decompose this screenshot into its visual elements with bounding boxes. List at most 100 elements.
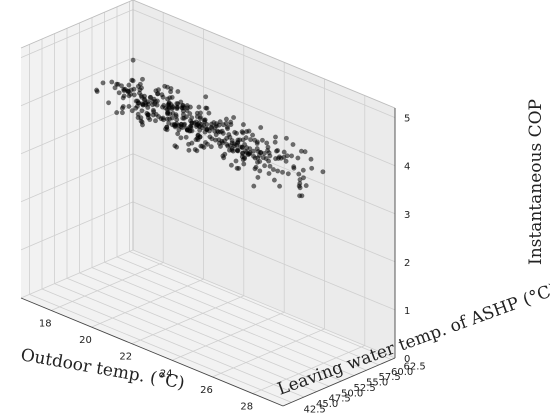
- x-tick-label: 20: [79, 335, 92, 346]
- scatter-point: [265, 148, 271, 153]
- scatter-point: [209, 136, 215, 142]
- scatter-point: [289, 153, 295, 159]
- scatter-point: [202, 117, 208, 123]
- scatter-point: [266, 158, 272, 164]
- scatter-point: [191, 120, 197, 126]
- scatter-point: [199, 143, 205, 149]
- scatter-point: [227, 143, 233, 148]
- scatter-point: [144, 110, 150, 116]
- scatter-point: [139, 101, 145, 107]
- scatter-point: [183, 134, 189, 140]
- scatter-point: [277, 183, 283, 189]
- scatter-point: [173, 113, 179, 119]
- scatter-point: [229, 147, 235, 153]
- gridline-y-floor: [116, 256, 380, 366]
- scatter-point: [174, 105, 180, 110]
- y-axis-line: [282, 357, 396, 407]
- scatter-point: [150, 98, 155, 104]
- scatter-point: [140, 76, 145, 82]
- scatter-point: [302, 149, 308, 155]
- gridline-x-floor: [212, 328, 325, 378]
- scatter-point: [227, 134, 233, 140]
- scatter-point: [192, 147, 198, 152]
- scatter-point: [303, 183, 309, 189]
- scatter-point: [240, 122, 246, 128]
- scatter-point: [129, 108, 135, 114]
- gridline-z-back: [132, 249, 396, 359]
- scatter-point: [187, 128, 193, 134]
- scatter-point: [216, 122, 222, 128]
- left-top-edge: [20, 0, 134, 49]
- scatter-point: [138, 118, 144, 124]
- scatter-point: [206, 110, 212, 116]
- gridline-y-floor: [29, 294, 292, 403]
- y-tick-label: 57.5: [379, 372, 401, 383]
- scatter-point: [232, 143, 237, 149]
- scatter-point: [134, 103, 140, 109]
- scatter-point: [291, 165, 297, 171]
- gridline-y-floor: [91, 267, 355, 376]
- scatter-point: [208, 144, 214, 150]
- scatter-point: [239, 129, 245, 135]
- scatter-point: [252, 166, 258, 172]
- scatter-point: [125, 89, 131, 95]
- gridline-z-left: [20, 153, 134, 203]
- axis-panes: [21, 0, 395, 406]
- z-tick-label: 0: [404, 354, 410, 365]
- scatter-point: [203, 94, 209, 100]
- scatter-point: [231, 115, 237, 120]
- scatter-point: [116, 90, 122, 96]
- scatter-point: [209, 125, 215, 131]
- scatter-point: [220, 153, 226, 159]
- scatter-point: [170, 110, 176, 116]
- scatter-point: [320, 169, 326, 175]
- gridline-y-floor: [54, 283, 317, 392]
- scatter-point: [224, 124, 230, 130]
- scatter-point: [258, 149, 264, 155]
- y-tick-label: 55.0: [366, 378, 388, 389]
- gridline-z-left: [20, 105, 134, 155]
- scatter-point: [241, 161, 247, 167]
- scatter-point: [218, 143, 223, 149]
- scatter-point: [255, 155, 261, 161]
- scatter-point: [188, 123, 194, 129]
- gridline-z-back: [132, 201, 396, 311]
- data-points: [94, 57, 326, 199]
- scatter-point: [130, 57, 136, 63]
- y-tick-label: 42.5: [304, 404, 326, 415]
- scatter-point: [235, 148, 241, 154]
- scatter-point: [244, 150, 250, 156]
- scatter-point: [308, 156, 314, 162]
- scatter-point: [106, 100, 112, 106]
- scatter-point: [250, 132, 256, 138]
- scatter-point: [189, 140, 195, 146]
- scatter-point: [135, 83, 141, 89]
- scatter-point: [135, 115, 141, 121]
- scatter-point: [300, 167, 306, 173]
- scatter-point: [165, 96, 170, 102]
- scatter-point: [181, 115, 187, 121]
- scatter-point: [242, 156, 248, 161]
- scatter-point: [165, 111, 171, 117]
- scatter-point: [194, 135, 200, 141]
- scatter-point: [205, 141, 210, 147]
- y-tick-label: 52.5: [354, 383, 376, 394]
- scatter-point: [220, 122, 226, 128]
- scatter-point: [112, 85, 118, 91]
- scatter-point: [170, 105, 176, 110]
- scatter-point: [187, 111, 193, 117]
- scatter-point: [271, 177, 277, 183]
- scatter-point: [126, 82, 132, 88]
- scatter-point: [280, 169, 285, 175]
- scatter-point: [283, 158, 289, 164]
- gridline-y-floor: [79, 272, 342, 382]
- gridline-z-left: [20, 201, 134, 251]
- scatter-point: [186, 147, 192, 153]
- gridline-y-floor: [129, 251, 392, 360]
- scatter-point: [297, 177, 303, 183]
- z-tick-label: 1: [404, 306, 410, 317]
- scatter-point: [142, 93, 147, 99]
- back-top-edge: [132, 0, 396, 109]
- scatter-point: [131, 92, 137, 98]
